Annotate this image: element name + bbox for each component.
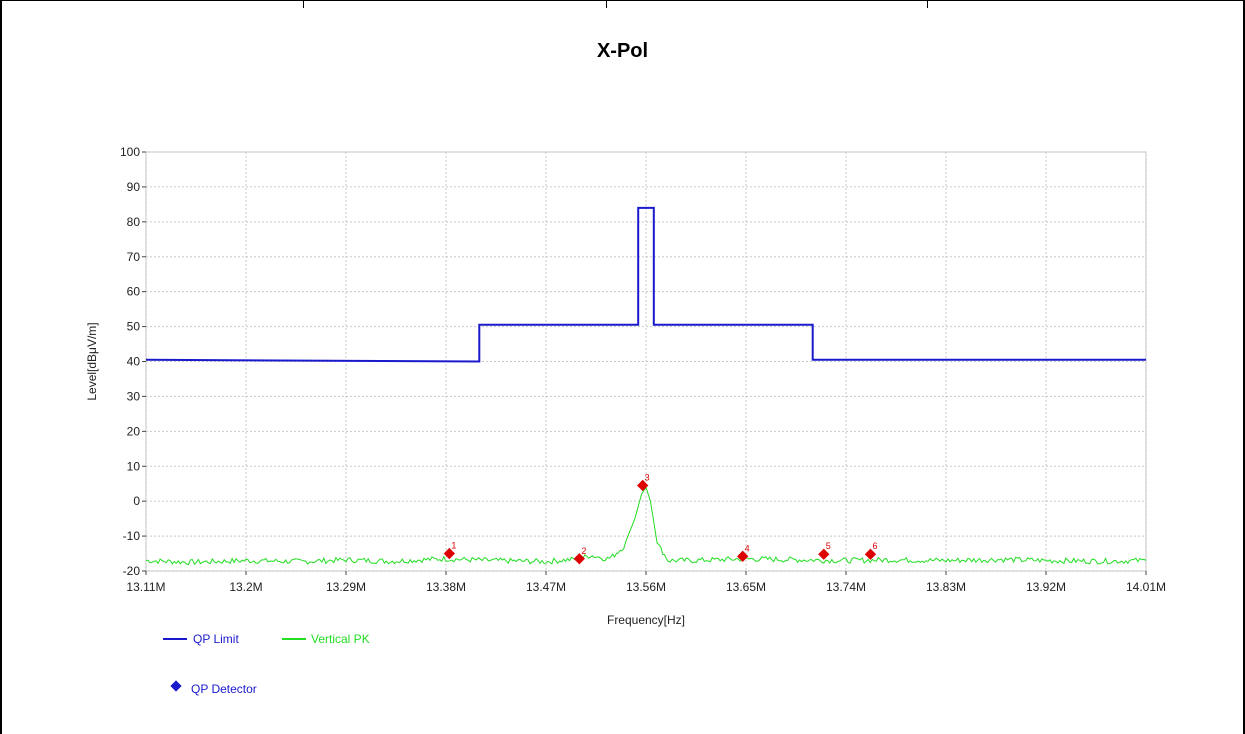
x-tick-label: 14.01M [1126,580,1166,594]
y-tick-label: 20 [127,424,141,438]
qp-detector-marker [864,548,877,560]
x-tick-label: 13.38M [426,580,466,594]
series-vertical-pk [145,486,1147,566]
y-tick-label: -10 [123,529,141,543]
x-tick-label: 13.65M [726,580,766,594]
frame-tick [927,0,928,8]
chart-title: X-Pol [596,40,649,62]
legend-label-vertical-pk: Vertical PK [311,632,370,646]
qp-detector-marker-label: 5 [826,541,831,551]
qp-detector-marker-label: 3 [645,472,650,482]
qp-detector-marker [818,548,830,560]
y-tick-label: 0 [133,494,140,508]
y-tick-label: 60 [127,285,141,299]
frame-tick [606,0,607,8]
qp-detector-marker [443,547,455,560]
x-tick-label: 13.56M [626,580,666,594]
y-tick-label: 10 [127,459,141,473]
x-tick-label: 13.83M [926,580,966,594]
legend-swatch-qp-limit [163,638,187,640]
y-tick-label: 100 [120,145,140,159]
y-tick-label: 40 [127,355,141,369]
x-tick-label: 13.11M [126,580,165,594]
x-tick-label: 13.29M [326,580,366,594]
series-layer [145,206,1147,566]
qp-detector-marker-label: 4 [745,543,750,553]
y-tick-label: -20 [123,564,141,578]
x-tick-label: 13.74M [826,580,866,594]
qp-detector-marker-label: 1 [451,541,456,551]
x-axis-label: Frequency[Hz] [607,613,685,627]
qp-detector-marker [737,550,749,562]
qp-detector-marker [637,479,649,492]
legend-label-qp-limit: QP Limit [193,632,239,646]
y-tick-label: 50 [127,320,141,334]
marker-layer: 1 2 3 4 5 6 [443,472,877,565]
qp-detector-marker-label: 2 [581,546,586,556]
y-tick-label: 30 [127,389,141,403]
y-tick-label: 70 [127,250,141,264]
y-tick-label: 90 [127,180,141,194]
qp-detector-marker [573,553,585,565]
frame-tick [303,0,304,8]
qp-detector-marker-label: 6 [872,541,877,551]
x-tick-label: 13.47M [526,580,566,594]
x-tick-label: 13.2M [229,580,262,594]
legend-label-qp-detector: QP Detector [191,682,257,696]
y-axis-label: Level[dBμV/m] [85,322,99,400]
y-tick-label: 80 [127,215,141,229]
legend-swatch-vertical-pk [282,638,306,640]
x-tick-label: 13.92M [1026,580,1066,594]
series-qp-limit [145,206,1146,363]
